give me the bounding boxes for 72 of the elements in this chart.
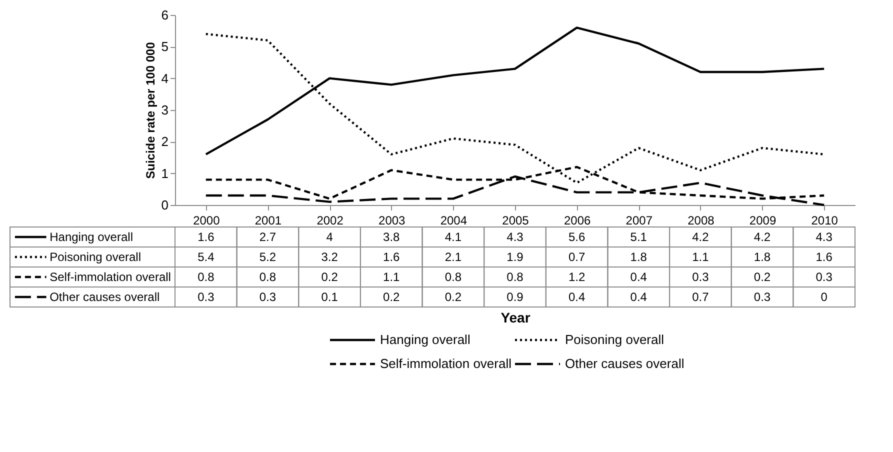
data-label: 0.4 xyxy=(630,290,648,304)
data-label: 0.3 xyxy=(754,290,771,304)
data-label: 0.2 xyxy=(754,270,771,284)
data-label: 4.2 xyxy=(754,230,771,244)
y-tick-label: 2 xyxy=(161,134,168,150)
legend-label: Poisoning overall xyxy=(50,250,141,264)
data-label: 4.3 xyxy=(506,230,524,244)
legend-label: Hanging overall xyxy=(50,230,133,244)
text: Hanging overall xyxy=(380,332,470,347)
y-tick-label: 3 xyxy=(161,102,168,118)
data-label: 4.1 xyxy=(444,230,462,244)
x-tick-label: 2004 xyxy=(440,214,468,228)
x-tick-label: 2007 xyxy=(626,214,653,228)
data-label: 1.6 xyxy=(198,230,215,244)
data-label: 0.7 xyxy=(568,250,586,264)
data-label: 1.1 xyxy=(383,270,400,284)
data-label: 0.7 xyxy=(692,290,710,304)
data-label: 4 xyxy=(326,230,334,244)
legend-label: Self-immolation overall xyxy=(50,270,171,284)
data-label: 5.6 xyxy=(568,230,586,244)
data-label: 0.8 xyxy=(444,270,462,284)
data-label: 3.8 xyxy=(383,230,400,244)
x-tick-label: 2008 xyxy=(688,214,715,228)
data-label: 5.1 xyxy=(630,230,648,244)
x-tick-label: 2002 xyxy=(316,214,344,228)
data-label: 2.1 xyxy=(444,250,462,264)
data-label: 0.8 xyxy=(198,270,215,284)
data-label: 1.6 xyxy=(816,250,833,264)
data-label: 0.2 xyxy=(383,290,400,304)
y-tick-label: 1 xyxy=(161,166,168,181)
data-label: 3.2 xyxy=(321,250,338,264)
data-label: 0.2 xyxy=(321,270,338,284)
y-tick-label: 5 xyxy=(161,39,168,54)
x-tick-label: 2000 xyxy=(193,214,220,228)
data-label: 2.7 xyxy=(259,230,276,244)
text: Self-immolation overall xyxy=(380,356,512,371)
data-label: 0 xyxy=(820,290,828,304)
x-tick-label: 2003 xyxy=(378,214,406,228)
y-tick-label: 0 xyxy=(161,198,168,212)
y-axis-title: Suicide rate per 100 000 xyxy=(143,42,158,179)
data-label: 0.3 xyxy=(259,290,276,304)
data-label: 0.9 xyxy=(506,290,524,304)
data-label: 0.3 xyxy=(816,270,833,284)
data-label: 0.2 xyxy=(444,290,462,304)
data-label: 0.3 xyxy=(198,290,215,304)
text: Poisoning overall xyxy=(565,332,664,347)
x-tick-label: 2001 xyxy=(254,214,282,228)
data-label: 1.8 xyxy=(630,250,648,264)
data-label: 0.4 xyxy=(630,270,648,284)
data-label: 4.3 xyxy=(816,230,833,244)
data-label: 0.8 xyxy=(259,270,276,284)
data-label: 1.6 xyxy=(383,250,400,264)
data-label: 0.4 xyxy=(568,290,586,304)
data-label: 1.9 xyxy=(506,250,524,264)
text: Other causes overall xyxy=(565,356,684,371)
data-label: 0.3 xyxy=(692,270,710,284)
data-label: 5.4 xyxy=(198,250,215,264)
data-label: 0.1 xyxy=(321,290,338,304)
data-label: 1.1 xyxy=(692,250,710,264)
x-tick-label: 2010 xyxy=(811,214,838,228)
x-tick-label: 2009 xyxy=(749,214,776,228)
data-label: 1.8 xyxy=(754,250,771,264)
legend-label: Other causes overall xyxy=(50,290,160,304)
data-label: 0.8 xyxy=(506,270,524,284)
data-label: 1.2 xyxy=(568,270,586,284)
x-tick-label: 2005 xyxy=(502,214,530,228)
text: Year xyxy=(500,310,531,326)
x-tick-label: 2006 xyxy=(564,214,591,228)
y-tick-label: 6 xyxy=(161,8,168,22)
y-tick-label: 4 xyxy=(161,70,168,86)
data-label: 4.2 xyxy=(692,230,710,244)
data-label: 5.2 xyxy=(259,250,276,264)
